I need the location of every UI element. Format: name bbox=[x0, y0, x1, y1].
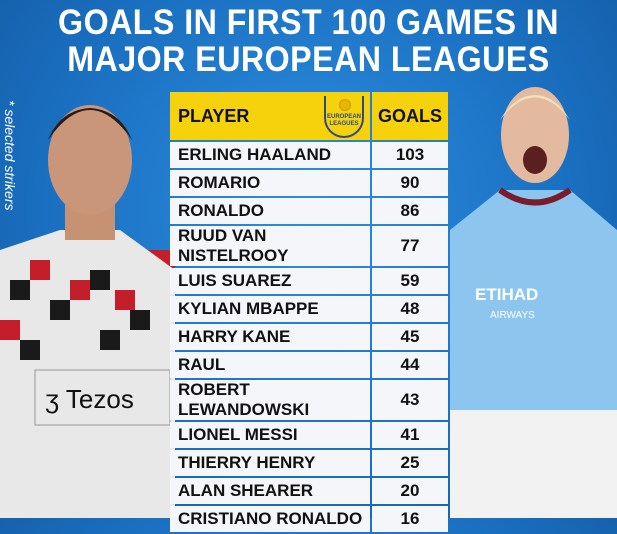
player-name: RUUD VAN NISTELROOY bbox=[170, 226, 370, 266]
goals-value: 20 bbox=[372, 478, 448, 504]
header-player: PLAYER EUROPEAN LEAGUES bbox=[170, 92, 370, 140]
headline-line-2: MAJOR EUROPEAN LEAGUES bbox=[67, 40, 550, 79]
player-photo-right: ETIHAD AIRWAYS bbox=[450, 87, 617, 518]
player-name: CRISTIANO RONALDO bbox=[170, 506, 370, 532]
goals-value: 59 bbox=[372, 268, 448, 294]
player-name: ALAN SHEARER bbox=[170, 478, 370, 504]
table-header: PLAYER EUROPEAN LEAGUES GOALS bbox=[170, 92, 448, 140]
goals-value: 25 bbox=[372, 450, 448, 476]
table-row: RAUL 44 bbox=[170, 352, 448, 378]
goals-value: 103 bbox=[372, 142, 448, 168]
player-name: KYLIAN MBAPPE bbox=[170, 296, 370, 322]
player-name: LIONEL MESSI bbox=[170, 422, 370, 448]
goals-value: 86 bbox=[372, 198, 448, 224]
header-goals: GOALS bbox=[372, 92, 448, 140]
table-row: CRISTIANO RONALDO 16 bbox=[170, 506, 448, 532]
table-row: KYLIAN MBAPPE 48 bbox=[170, 296, 448, 322]
svg-text:AIRWAYS: AIRWAYS bbox=[490, 310, 535, 321]
player-name: THIERRY HENRY bbox=[170, 450, 370, 476]
headline: GOALS IN FIRST 100 GAMES IN MAJOR EUROPE… bbox=[0, 4, 617, 78]
table-row: ROMARIO 90 bbox=[170, 170, 448, 196]
goals-value: 41 bbox=[372, 422, 448, 448]
player-name: ROBERT LEWANDOWSKI bbox=[170, 380, 370, 420]
svg-text:ETIHAD: ETIHAD bbox=[475, 285, 538, 304]
player-name: RONALDO bbox=[170, 198, 370, 224]
european-leagues-logo: EUROPEAN LEAGUES bbox=[324, 96, 364, 138]
table-row: LUIS SUAREZ 59 bbox=[170, 268, 448, 294]
player-name: HARRY KANE bbox=[170, 324, 370, 350]
goals-value: 48 bbox=[372, 296, 448, 322]
player-name: ERLING HAALAND bbox=[170, 142, 370, 168]
goals-value: 90 bbox=[372, 170, 448, 196]
svg-text:ʒ Tezos: ʒ Tezos bbox=[45, 384, 134, 414]
table-row: RUUD VAN NISTELROOY 77 bbox=[170, 226, 448, 266]
footnote-selected-strikers: * selected strikers bbox=[2, 100, 18, 211]
table-row: ALAN SHEARER 20 bbox=[170, 478, 448, 504]
goals-value: 45 bbox=[372, 324, 448, 350]
table-row: HARRY KANE 45 bbox=[170, 324, 448, 350]
goals-value: 77 bbox=[372, 226, 448, 266]
football-icon bbox=[339, 99, 351, 111]
goals-value: 44 bbox=[372, 352, 448, 378]
table-row: LIONEL MESSI 41 bbox=[170, 422, 448, 448]
player-name: ROMARIO bbox=[170, 170, 370, 196]
table-row: ERLING HAALAND 103 bbox=[170, 142, 448, 168]
table-row: THIERRY HENRY 25 bbox=[170, 450, 448, 476]
player-name: LUIS SUAREZ bbox=[170, 268, 370, 294]
table-row: RONALDO 86 bbox=[170, 198, 448, 224]
goals-value: 16 bbox=[372, 506, 448, 532]
goals-value: 43 bbox=[372, 380, 448, 420]
table-row: ROBERT LEWANDOWSKI 43 bbox=[170, 380, 448, 420]
headline-line-1: GOALS IN FIRST 100 GAMES IN bbox=[58, 3, 559, 42]
player-photo-left: ʒ Tezos bbox=[0, 105, 175, 518]
player-name: RAUL bbox=[170, 352, 370, 378]
goals-table: PLAYER EUROPEAN LEAGUES GOALS ERLING HAAL… bbox=[168, 90, 450, 534]
